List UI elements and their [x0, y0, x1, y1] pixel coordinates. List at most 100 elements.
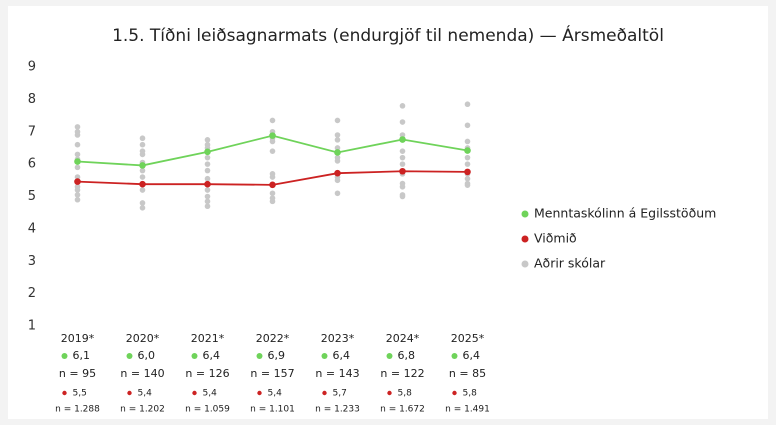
other-school-point — [464, 161, 471, 167]
other-school-point — [74, 141, 81, 148]
label-dot — [127, 390, 132, 396]
y-tick-label: 4 — [28, 221, 36, 236]
other-school-point — [334, 145, 341, 151]
value-label: 6,4 — [463, 349, 481, 362]
value-label: 5,4 — [268, 389, 283, 399]
label-dot — [451, 353, 458, 359]
n-label: n = 1.672 — [380, 405, 425, 415]
y-tick-label: 5 — [28, 189, 36, 204]
other-school-point — [399, 193, 406, 200]
n-label: n = 122 — [380, 367, 424, 380]
other-school-point — [204, 175, 211, 182]
other-school-point — [204, 161, 211, 167]
series-point — [399, 136, 406, 143]
other-school-point — [269, 138, 276, 145]
other-school-point — [269, 174, 276, 180]
value-label: 5,8 — [463, 389, 478, 399]
other-school-point — [139, 151, 146, 158]
y-tick-label: 8 — [28, 92, 36, 107]
other-school-point — [204, 203, 211, 210]
other-school-point — [204, 167, 211, 174]
legend-marker — [521, 260, 529, 268]
value-label: 6,4 — [203, 349, 221, 362]
other-school-point — [139, 200, 146, 206]
other-school-point — [204, 193, 211, 200]
n-label: n = 1.202 — [120, 405, 165, 415]
other-school-point — [399, 183, 406, 190]
other-school-point — [464, 182, 471, 188]
n-label: n = 1.101 — [250, 405, 295, 415]
other-school-point — [74, 192, 81, 198]
label-dot — [192, 390, 197, 396]
y-tick-label: 7 — [28, 124, 36, 139]
other-school-point — [74, 187, 81, 193]
other-school-point — [334, 158, 341, 164]
value-label: 6,8 — [398, 349, 416, 362]
y-tick-label: 1 — [28, 319, 36, 334]
other-school-point — [399, 119, 406, 125]
value-label: 5,5 — [73, 389, 87, 399]
n-label: n = 1.491 — [445, 405, 490, 415]
other-school-point — [139, 174, 146, 180]
other-school-point — [399, 103, 406, 109]
y-tick-label: 9 — [28, 60, 36, 75]
other-school-point — [204, 187, 211, 193]
series-point — [464, 168, 471, 176]
other-school-point — [464, 175, 471, 182]
panel — [8, 6, 768, 419]
x-tick-label: 2019* — [61, 332, 95, 345]
other-school-point — [399, 154, 406, 161]
other-school-point — [139, 135, 146, 142]
series-point — [334, 149, 341, 156]
other-school-point — [464, 138, 471, 145]
other-school-point — [334, 132, 341, 138]
other-school-point — [399, 132, 406, 138]
series-point — [204, 148, 211, 156]
series-point — [74, 158, 81, 165]
n-label: n = 95 — [59, 367, 96, 380]
series-point — [399, 167, 406, 175]
other-school-point — [204, 137, 211, 143]
value-label: 5,4 — [138, 389, 153, 399]
label-dot — [387, 390, 392, 396]
label-dot — [62, 390, 67, 396]
other-school-point — [204, 198, 211, 205]
other-school-point — [269, 148, 276, 154]
other-school-point — [139, 167, 146, 174]
series-point — [269, 181, 276, 189]
x-tick-label: 2024* — [386, 332, 420, 345]
n-label: n = 1.233 — [315, 405, 360, 415]
legend-label: Aðrir skólar — [534, 256, 606, 271]
label-dot — [322, 390, 327, 396]
label-dot — [61, 353, 68, 359]
x-tick-label: 2022* — [256, 332, 290, 345]
other-school-point — [74, 151, 81, 158]
series-point — [464, 147, 471, 154]
other-school-point — [399, 148, 406, 154]
series-point — [269, 132, 276, 139]
value-label: 6,1 — [73, 349, 91, 362]
x-tick-label: 2020* — [126, 332, 160, 345]
label-dot — [386, 353, 393, 359]
value-label: 5,7 — [333, 389, 347, 399]
other-school-point — [204, 154, 211, 161]
y-tick-label: 6 — [28, 157, 36, 172]
other-school-point — [74, 174, 81, 180]
other-school-point — [334, 117, 341, 124]
other-school-point — [399, 161, 406, 167]
label-dot — [452, 390, 457, 396]
x-tick-label: 2025* — [451, 332, 485, 345]
other-school-point — [74, 196, 81, 203]
n-label: n = 126 — [185, 367, 229, 380]
label-dot — [191, 353, 198, 359]
other-school-point — [139, 205, 146, 211]
legend-marker — [521, 235, 529, 243]
y-tick-label: 3 — [28, 254, 36, 269]
n-label: n = 143 — [315, 367, 359, 380]
series-point — [139, 180, 146, 188]
series-point — [204, 180, 211, 188]
other-school-point — [464, 122, 471, 129]
n-label: n = 157 — [250, 367, 294, 380]
chart-title: 1.5. Tíðni leiðsagnarmats (endurgjöf til… — [112, 24, 664, 46]
